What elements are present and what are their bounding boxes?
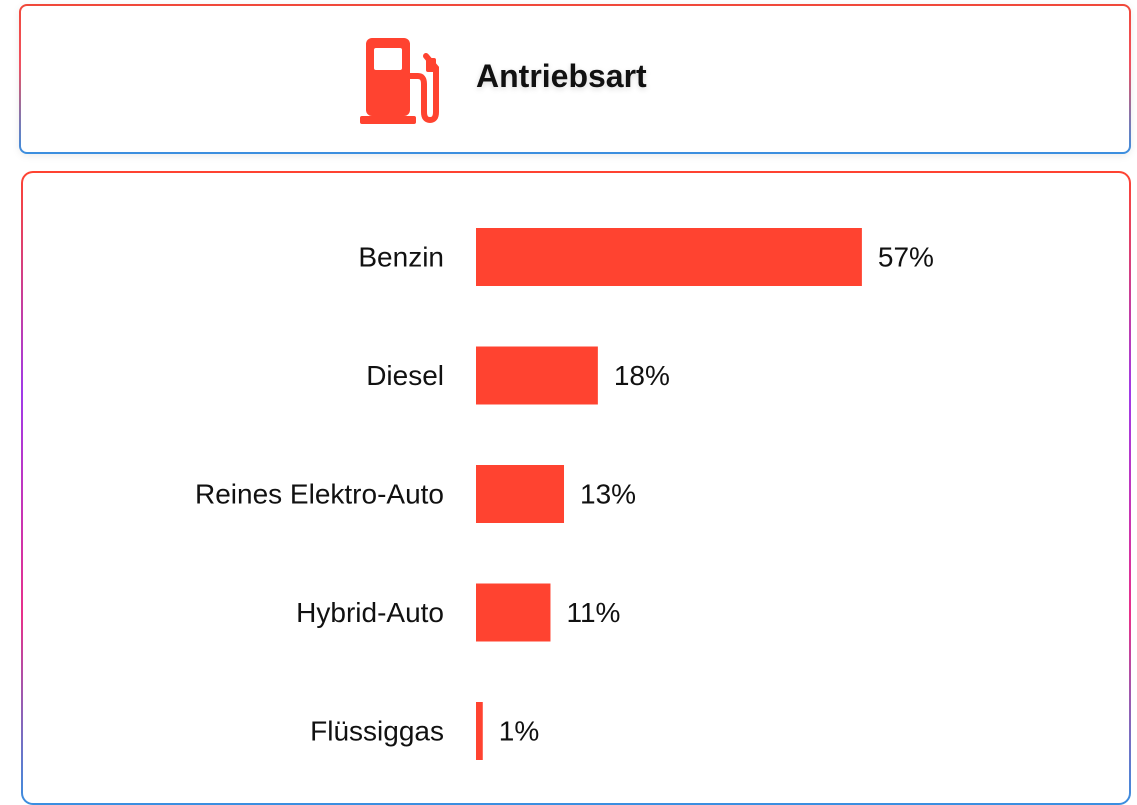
value-label: 18% (614, 360, 670, 391)
bar (476, 702, 483, 760)
value-label: 13% (580, 478, 636, 509)
category-label: Flüssiggas (310, 715, 444, 746)
value-label: 11% (566, 597, 620, 628)
bar (476, 465, 565, 523)
fuel-icon (360, 38, 439, 124)
header-card (19, 4, 1131, 154)
category-label: Hybrid-Auto (296, 597, 444, 628)
value-label: 57% (878, 241, 934, 272)
chart: Benzin 57% Diesel 18% Reines Elektro-Auto 13%… (195, 228, 934, 760)
bar (476, 228, 862, 286)
bar (476, 346, 598, 405)
chart-card (21, 171, 1131, 805)
page: Antriebsart Benzin 57% Diesel 18% Reines Ele… (19, 4, 1131, 805)
title: Antriebsart (476, 58, 647, 94)
category-label: Diesel (366, 360, 444, 391)
value-label: 1% (499, 715, 539, 746)
category-label: Reines Elektro-Auto (195, 478, 444, 509)
bar (476, 583, 551, 642)
category-label: Benzin (358, 241, 444, 272)
